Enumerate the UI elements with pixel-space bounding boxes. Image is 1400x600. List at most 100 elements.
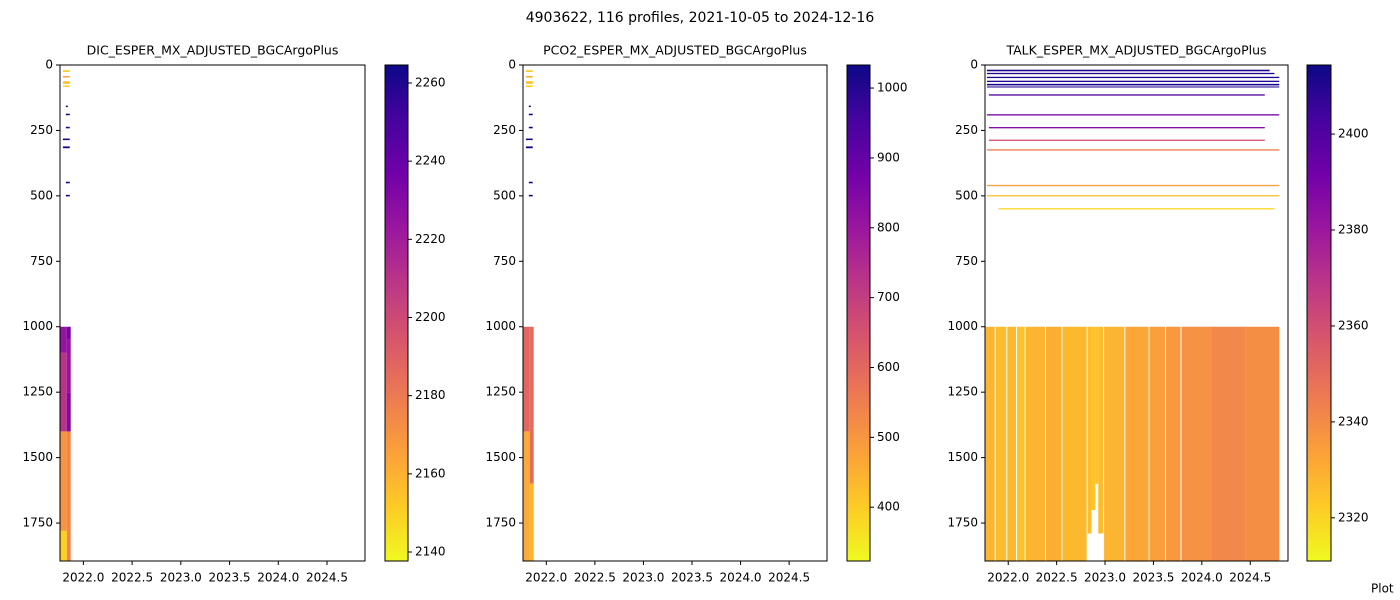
colorbar-tick-label: 2180 [415,388,446,402]
heatmap-cell [60,431,67,531]
y-tick-label: 1500 [485,450,516,464]
colorbar-tick-label: 900 [877,150,900,164]
colorbar [1306,64,1332,562]
x-tick-label: 2022.0 [987,571,1029,585]
x-tick-label: 2023.5 [209,571,251,585]
x-tick-label: 2024.5 [768,571,810,585]
axes-frame [59,64,366,562]
heatmap [985,69,1280,561]
heatmap-cell [525,85,533,87]
y-tick-label: 750 [955,254,978,268]
heatmap-cell [1016,326,1025,561]
heatmap-cell [525,81,533,84]
y-tick-label: 1000 [22,319,53,333]
heatmap-cell [529,483,534,561]
heatmap-cell [60,530,67,561]
x-tick-label: 2023.5 [671,571,713,585]
heatmap-cell [986,69,1270,72]
heatmap-cell [986,80,1280,83]
colorbar-tick-label: 2160 [415,466,446,480]
y-tick-label: 250 [493,123,516,137]
y-tick-label: 1500 [947,450,978,464]
axes-title: DIC_ESPER_MX_ADJUSTED_BGCArgoPlus [87,43,339,58]
colorbar-tick-label: 600 [877,360,900,374]
heatmap-cell [1091,326,1096,510]
heatmap-cell [986,72,1275,75]
x-tick-label: 2022.5 [111,571,153,585]
heatmap-cell [525,75,533,78]
colorbar-tick-label: 2400 [1338,127,1369,141]
heatmap-cell [65,126,70,129]
heatmap-cell [60,326,67,353]
y-tick-label: 1250 [485,385,516,399]
heatmap-cell [62,146,70,149]
heatmap-cell [986,86,1280,88]
heatmap-cell [65,113,70,116]
heatmap-cell [1211,326,1246,561]
heatmap-cell [528,113,533,116]
colorbar-tick-label: 2240 [415,154,446,168]
y-tick-label: 1750 [22,516,53,530]
colorbar-tick-label: 800 [877,220,900,234]
heatmap-cell [525,70,533,73]
heatmap-cell [528,126,533,129]
heatmap-cell [62,70,70,73]
axes-frame [984,64,1289,562]
heatmap-cell [60,352,67,432]
y-tick-label: 1500 [22,450,53,464]
x-tick-label: 2022.0 [62,571,104,585]
x-tick-label: 2024.0 [257,571,299,585]
colorbar-tick-label: 500 [877,430,900,444]
heatmap-cell [62,81,70,84]
colorbar-tick-label: 400 [877,500,900,514]
heatmap-cell [66,431,71,561]
heatmap-cell [986,149,1280,151]
heatmap-cell [528,105,531,108]
figure-title: 4903622, 116 profiles, 2021-10-05 to 202… [526,10,875,26]
y-tick-label: 1250 [22,385,53,399]
heatmap-cell [1149,326,1166,561]
colorbar-tick-label: 2200 [415,310,446,324]
heatmap-cell [986,195,1280,197]
heatmap-cell [528,194,533,197]
y-tick-label: 1000 [947,319,978,333]
heatmap-cell [988,127,1265,129]
heatmap-cell [988,139,1265,141]
heatmap-cell [1181,326,1212,561]
heatmap-cell [988,94,1265,96]
heatmap-cell [529,326,534,484]
heatmap-cell [523,431,530,561]
heatmap [60,70,71,561]
colorbar [384,64,409,562]
heatmap-cell [62,85,70,87]
heatmap-cell [986,83,1280,86]
colorbar-tick-label: 2140 [415,545,446,559]
heatmap-cell [62,75,70,78]
colorbar [846,64,871,562]
heatmap-cell [995,326,1007,561]
y-tick-label: 500 [493,188,516,202]
heatmap-cell [528,181,533,184]
y-tick-label: 1000 [485,319,516,333]
heatmap [523,70,534,561]
heatmap-cell [1104,326,1125,561]
x-tick-label: 2023.5 [1132,571,1174,585]
heatmap-cell [1125,326,1149,561]
colorbar-tick-label: 2260 [415,75,446,89]
y-tick-label: 1750 [947,516,978,530]
y-tick-label: 1250 [947,385,978,399]
heatmap-cell [525,146,533,149]
colorbar-tick-label: 2340 [1338,414,1369,428]
heatmap-cell [65,194,70,197]
x-tick-label: 2022.5 [574,571,616,585]
heatmap-cell [66,326,71,340]
x-tick-label: 2024.0 [720,571,762,585]
x-tick-label: 2024.5 [306,571,348,585]
heatmap-cell [66,339,71,393]
footer-text: Plot [1371,582,1394,596]
y-tick-label: 500 [30,188,53,202]
heatmap-cell [65,181,70,184]
y-tick-label: 750 [30,254,53,268]
heatmap-cell [986,114,1280,116]
